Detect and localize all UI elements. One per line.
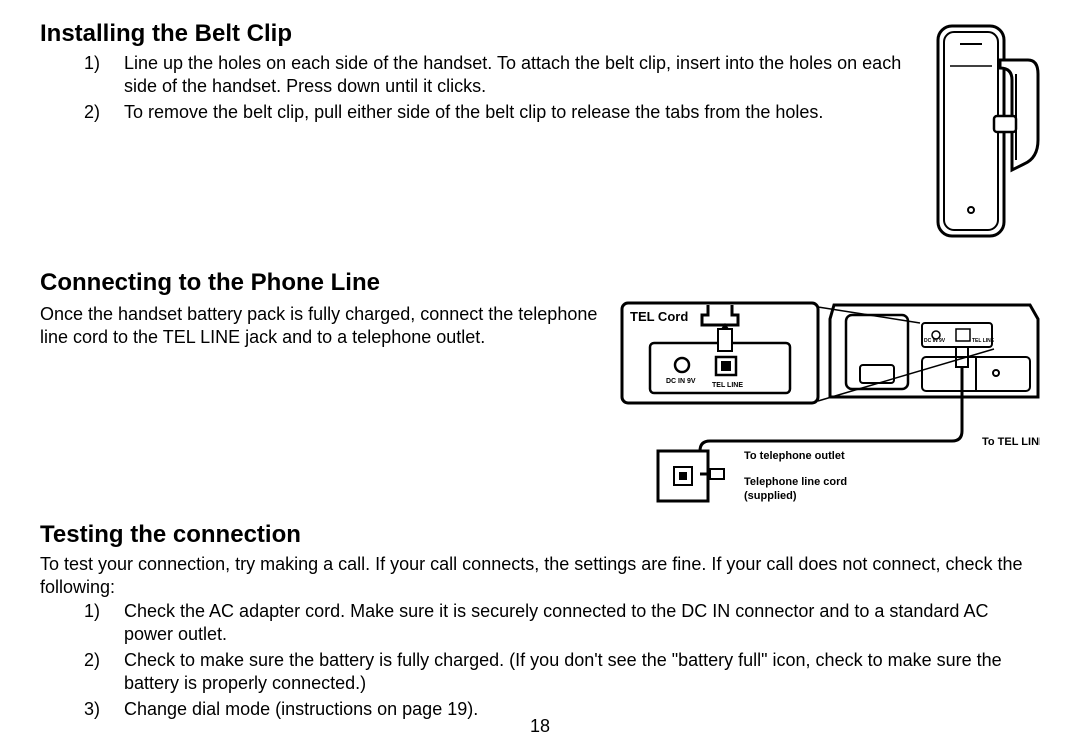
testing-steps: Check the AC adapter cord. Make sure it … <box>40 600 1040 721</box>
tel-cord-label: TEL Cord <box>630 309 688 324</box>
belt-clip-steps: Line up the holes on each side of the ha… <box>40 52 910 124</box>
list-item: Check the AC adapter cord. Make sure it … <box>110 600 1040 645</box>
phone-line-diagram: TEL Cord DC IN 9V TEL LINE <box>600 301 1040 521</box>
list-item: Line up the holes on each side of the ha… <box>110 52 910 97</box>
svg-text:TEL LINE: TEL LINE <box>972 338 995 344</box>
phone-line-body: Once the handset battery pack is fully c… <box>40 303 600 348</box>
to-outlet-label: To telephone outlet <box>744 450 845 462</box>
tel-line-small-label: TEL LINE <box>712 382 743 389</box>
list-item: Check to make sure the battery is fully … <box>110 649 1040 694</box>
belt-clip-diagram <box>920 20 1040 245</box>
svg-text:DC IN 9V: DC IN 9V <box>924 338 946 344</box>
page-number: 18 <box>0 716 1080 737</box>
phone-line-heading: Connecting to the Phone Line <box>40 269 1040 297</box>
to-tel-line-label: To TEL LINE <box>982 436 1040 448</box>
list-item: To remove the belt clip, pull either sid… <box>110 101 910 124</box>
testing-heading: Testing the connection <box>40 521 1040 549</box>
supplied-label: (supplied) <box>744 490 797 502</box>
testing-body: To test your connection, try making a ca… <box>40 553 1040 598</box>
dc-in-label: DC IN 9V <box>666 378 696 385</box>
phone-cord-label: Telephone line cord <box>744 476 847 488</box>
belt-clip-heading: Installing the Belt Clip <box>40 20 910 48</box>
